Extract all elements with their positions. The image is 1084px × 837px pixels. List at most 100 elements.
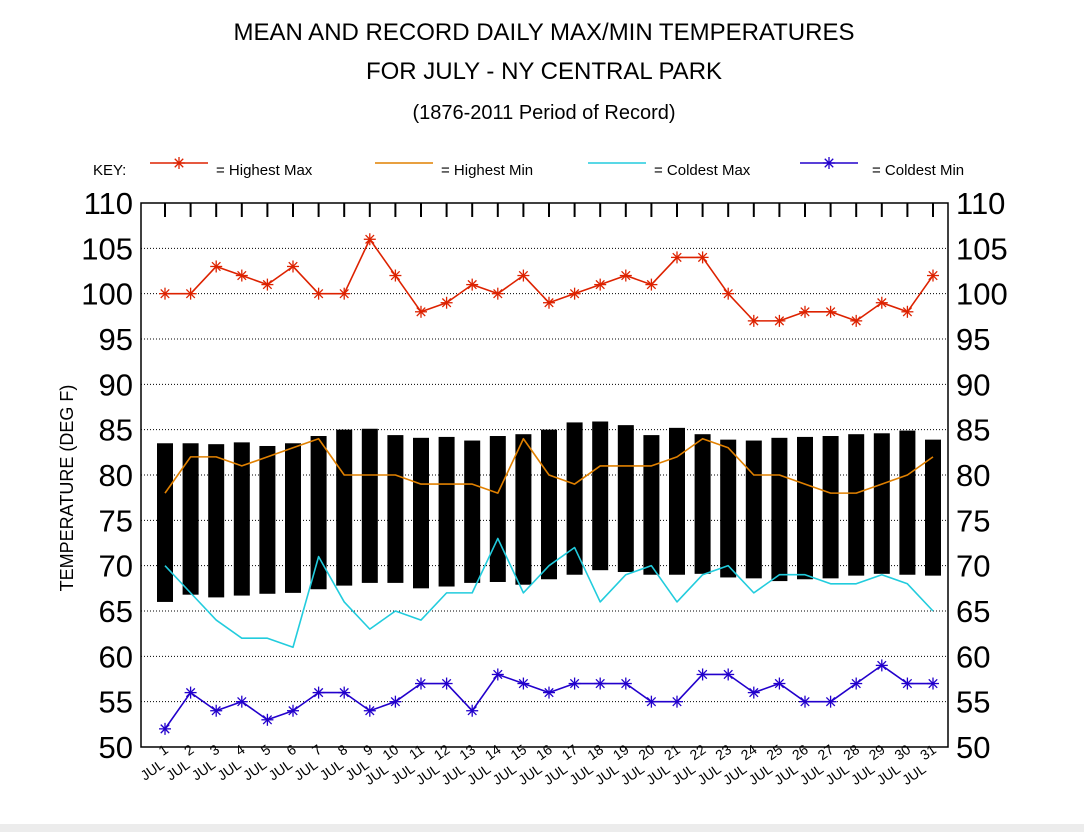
point-coldest-min-jul-16 xyxy=(543,686,555,699)
legend-label-coldest-max: = Coldest Max xyxy=(654,162,751,179)
point-highest-max-jul-26-stroke xyxy=(800,307,810,317)
window-footer-strip xyxy=(0,824,1084,832)
point-coldest-min-jul-9-stroke xyxy=(365,706,375,716)
point-coldest-min-jul-3 xyxy=(210,704,223,717)
legend-label-coldest-min: = Coldest Min xyxy=(872,162,964,179)
point-highest-max-jul-30 xyxy=(901,305,914,318)
point-coldest-min-jul-26-stroke xyxy=(800,696,810,707)
point-highest-max-jul-3-stroke xyxy=(211,261,221,272)
point-coldest-min-jul-22 xyxy=(696,668,709,681)
range-bar-jul-26 xyxy=(797,436,813,580)
y-tick-label-left-50: 50 xyxy=(99,730,133,765)
point-highest-max-jul-9-stroke xyxy=(365,234,375,244)
y-tick-label-left-80: 80 xyxy=(99,458,133,493)
point-highest-max-jul-12 xyxy=(440,296,453,309)
point-highest-max-jul-4-stroke xyxy=(237,270,247,281)
x-tick-day: 29 xyxy=(866,741,888,763)
x-tick-day: 26 xyxy=(789,741,811,763)
plot-frame xyxy=(140,202,949,748)
point-highest-max-jul-14 xyxy=(491,287,504,300)
y-tick-label-right-90: 90 xyxy=(956,367,990,402)
point-coldest-min-jul-4-stroke xyxy=(237,696,247,707)
point-highest-max-jul-29 xyxy=(875,296,888,309)
y-tick-label-left-85: 85 xyxy=(99,413,133,448)
y-tick-label-right-65: 65 xyxy=(956,594,990,629)
point-highest-max-jul-15-stroke xyxy=(518,270,529,281)
point-highest-max-jul-7 xyxy=(312,287,325,300)
y-tick-label-left-95: 95 xyxy=(99,322,133,357)
point-highest-max-jul-21-stroke xyxy=(672,252,682,263)
series-line-highest-min xyxy=(164,437,934,494)
point-highest-max-jul-25 xyxy=(773,314,786,327)
range-bar-jul-30 xyxy=(899,430,916,575)
range-bar-jul-21 xyxy=(669,427,685,575)
point-highest-max-jul-14-stroke xyxy=(493,288,503,299)
point-highest-max-jul-6-stroke xyxy=(288,261,298,272)
range-bar-jul-5 xyxy=(259,445,276,594)
point-highest-max-jul-13-stroke xyxy=(467,279,477,290)
y-tick-label-right-100: 100 xyxy=(956,277,1008,312)
point-highest-max-jul-17 xyxy=(568,287,581,300)
point-highest-max-jul-27-stroke xyxy=(825,307,836,317)
range-bar-jul-9 xyxy=(361,428,378,583)
point-highest-max-jul-23-stroke xyxy=(723,288,733,299)
x-tick-day: 19 xyxy=(610,741,632,763)
legend-label-highest-min: = Highest Min xyxy=(441,162,533,179)
point-coldest-min-jul-12 xyxy=(440,677,453,690)
point-coldest-min-jul-26 xyxy=(799,695,811,708)
point-coldest-min-jul-22-stroke xyxy=(697,669,708,680)
range-bar-jul-31 xyxy=(925,439,941,576)
y-tick-label-right-60: 60 xyxy=(956,639,990,674)
point-highest-max-jul-25-stroke xyxy=(774,316,785,326)
x-tick-day: 12 xyxy=(431,741,453,763)
point-coldest-min-jul-30-stroke xyxy=(902,678,913,689)
range-bar-jul-3 xyxy=(208,444,225,598)
point-highest-max-jul-4 xyxy=(235,269,248,282)
y-tick-label-right-70: 70 xyxy=(956,549,990,584)
point-coldest-min-jul-21 xyxy=(671,695,683,708)
point-highest-max-jul-8-stroke xyxy=(339,288,349,299)
point-highest-max-jul-13 xyxy=(466,278,479,291)
point-coldest-min-jul-18 xyxy=(594,677,607,690)
point-highest-max-jul-21 xyxy=(671,251,683,264)
point-coldest-min-jul-2 xyxy=(184,686,197,699)
point-coldest-min-jul-25-stroke xyxy=(774,678,785,689)
point-highest-max-jul-24 xyxy=(747,314,760,327)
y-tick-label-left-60: 60 xyxy=(99,639,133,674)
point-coldest-min-jul-30 xyxy=(901,677,914,690)
chart-subtitle: FOR JULY - NY CENTRAL PARK xyxy=(366,58,722,85)
point-coldest-min-jul-20-stroke xyxy=(646,696,657,707)
y-tick-label-left-55: 55 xyxy=(99,685,133,720)
point-coldest-min-jul-2-stroke xyxy=(185,687,196,698)
point-coldest-min-jul-1 xyxy=(159,722,171,735)
y-tick-label-right-105: 105 xyxy=(956,231,1008,266)
point-coldest-min-jul-20 xyxy=(645,695,658,708)
x-tick-month: JUL xyxy=(899,760,929,788)
point-highest-max-jul-20-stroke xyxy=(646,279,657,290)
point-coldest-min-jul-7-stroke xyxy=(313,687,324,698)
point-coldest-min-jul-8-stroke xyxy=(339,687,349,698)
point-coldest-min-jul-15 xyxy=(517,677,530,690)
range-bar-jul-13 xyxy=(464,440,481,583)
range-bar-jul-23 xyxy=(720,439,737,578)
point-highest-max-jul-15 xyxy=(517,269,530,282)
x-tick-day: 31 xyxy=(917,741,939,763)
y-tick-label-right-55: 55 xyxy=(956,685,990,720)
x-tick-day: 24 xyxy=(738,741,760,763)
y-tick-label-left-65: 65 xyxy=(99,594,133,629)
x-tick-day: 13 xyxy=(456,741,478,763)
point-highest-max-jul-19-stroke xyxy=(621,270,631,281)
range-bar-jul-1 xyxy=(157,443,173,602)
y-tick-label-left-90: 90 xyxy=(99,367,133,402)
range-bar-jul-15 xyxy=(515,434,532,585)
point-coldest-min-jul-29-stroke xyxy=(877,660,887,671)
point-highest-max-jul-18-stroke xyxy=(595,279,605,290)
point-coldest-min-jul-29 xyxy=(875,659,888,672)
point-highest-max-jul-10-stroke xyxy=(390,270,401,281)
point-highest-max-jul-19 xyxy=(619,269,632,282)
series-line-coldest-max xyxy=(164,537,934,649)
point-highest-max-jul-8 xyxy=(338,287,351,300)
point-highest-max-jul-6 xyxy=(287,260,299,273)
point-coldest-min-jul-27 xyxy=(824,695,837,708)
